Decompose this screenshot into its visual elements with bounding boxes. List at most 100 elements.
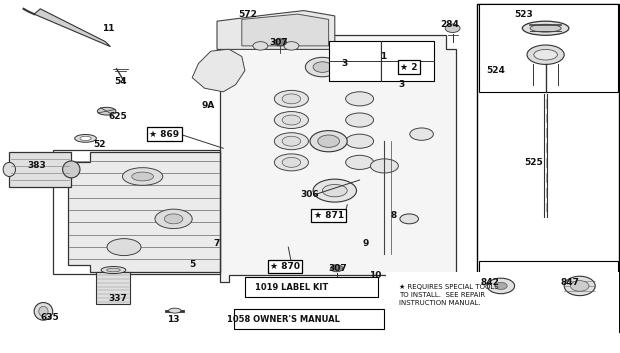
Ellipse shape — [310, 131, 347, 152]
Circle shape — [445, 24, 460, 32]
Text: 337: 337 — [108, 294, 127, 303]
Text: 5: 5 — [189, 260, 195, 269]
Circle shape — [253, 42, 268, 50]
Ellipse shape — [169, 308, 181, 313]
Ellipse shape — [282, 115, 301, 125]
Ellipse shape — [371, 159, 398, 173]
Polygon shape — [192, 49, 245, 92]
Ellipse shape — [346, 113, 373, 127]
Text: 9A: 9A — [201, 101, 215, 110]
Text: 10: 10 — [369, 271, 381, 280]
Text: 8: 8 — [391, 211, 397, 220]
Bar — [329, 41, 381, 81]
Polygon shape — [242, 14, 329, 46]
Circle shape — [495, 282, 507, 289]
Text: 525: 525 — [524, 158, 542, 167]
Text: 1019 LABEL KIT: 1019 LABEL KIT — [255, 283, 328, 292]
Bar — [479, 261, 618, 332]
Text: 9: 9 — [363, 239, 369, 248]
Ellipse shape — [39, 306, 48, 316]
Bar — [245, 277, 378, 297]
Ellipse shape — [97, 107, 116, 115]
Circle shape — [284, 42, 299, 50]
Ellipse shape — [274, 133, 309, 150]
Ellipse shape — [164, 214, 183, 224]
Bar — [381, 41, 434, 81]
Ellipse shape — [534, 49, 557, 60]
Ellipse shape — [346, 92, 373, 106]
Ellipse shape — [282, 157, 301, 167]
Text: 635: 635 — [40, 313, 59, 322]
Ellipse shape — [282, 94, 301, 104]
Text: ★ REQUIRES SPECIAL TOOLS
TO INSTALL.  SEE REPAIR
INSTRUCTION MANUAL.: ★ REQUIRES SPECIAL TOOLS TO INSTALL. SEE… — [399, 284, 498, 306]
Ellipse shape — [155, 209, 192, 229]
Ellipse shape — [282, 136, 301, 146]
Text: 284: 284 — [440, 20, 459, 29]
Polygon shape — [96, 272, 130, 304]
Ellipse shape — [122, 168, 162, 185]
Text: 306: 306 — [301, 190, 319, 199]
Ellipse shape — [80, 136, 91, 140]
Ellipse shape — [322, 184, 347, 197]
Ellipse shape — [274, 90, 309, 107]
Circle shape — [570, 281, 589, 291]
Text: 3: 3 — [399, 80, 405, 89]
Ellipse shape — [346, 155, 373, 169]
Bar — [477, 4, 619, 332]
Text: ★ 869: ★ 869 — [149, 130, 179, 139]
Text: ★ 2: ★ 2 — [401, 62, 418, 72]
Ellipse shape — [107, 268, 120, 272]
Ellipse shape — [564, 276, 595, 295]
Circle shape — [330, 265, 343, 272]
Ellipse shape — [34, 303, 53, 320]
Text: 307: 307 — [329, 264, 347, 273]
Text: 572: 572 — [239, 10, 257, 19]
Text: ★ 870: ★ 870 — [270, 262, 300, 271]
Ellipse shape — [306, 57, 340, 77]
Polygon shape — [34, 9, 110, 47]
Ellipse shape — [107, 239, 141, 256]
Polygon shape — [220, 35, 456, 282]
Ellipse shape — [346, 134, 373, 148]
Text: 625: 625 — [108, 112, 127, 121]
Ellipse shape — [313, 179, 356, 202]
Circle shape — [274, 39, 286, 46]
Polygon shape — [9, 152, 71, 187]
Ellipse shape — [400, 214, 419, 224]
Text: 842: 842 — [480, 278, 499, 287]
Ellipse shape — [63, 161, 80, 178]
Text: 3: 3 — [341, 59, 347, 68]
Polygon shape — [68, 152, 220, 272]
Bar — [479, 4, 618, 92]
Text: 523: 523 — [515, 10, 533, 19]
Text: 13: 13 — [167, 315, 180, 324]
Text: 54: 54 — [115, 77, 127, 86]
Circle shape — [346, 42, 361, 50]
Text: 524: 524 — [487, 66, 505, 75]
Ellipse shape — [313, 62, 332, 72]
Ellipse shape — [3, 162, 16, 176]
Text: 847: 847 — [561, 278, 580, 287]
Bar — [386, 272, 619, 334]
Text: 1058 OWNER'S MANUAL: 1058 OWNER'S MANUAL — [227, 315, 340, 324]
Text: ★ 871: ★ 871 — [314, 211, 343, 220]
Ellipse shape — [410, 128, 433, 140]
Bar — [234, 309, 384, 329]
Ellipse shape — [522, 21, 569, 35]
Text: 52: 52 — [93, 140, 105, 149]
Text: 307: 307 — [270, 38, 288, 47]
Ellipse shape — [101, 267, 126, 274]
Ellipse shape — [274, 154, 309, 171]
Ellipse shape — [317, 135, 340, 148]
Ellipse shape — [131, 172, 153, 181]
Text: 1: 1 — [380, 52, 386, 61]
Ellipse shape — [530, 24, 561, 32]
Text: 7: 7 — [214, 239, 220, 248]
Ellipse shape — [75, 134, 97, 142]
Circle shape — [487, 278, 515, 294]
Text: eReplacementParts.com: eReplacementParts.com — [154, 169, 342, 184]
Text: 11: 11 — [102, 24, 115, 33]
Ellipse shape — [274, 112, 309, 128]
Circle shape — [405, 42, 420, 50]
Ellipse shape — [527, 45, 564, 64]
